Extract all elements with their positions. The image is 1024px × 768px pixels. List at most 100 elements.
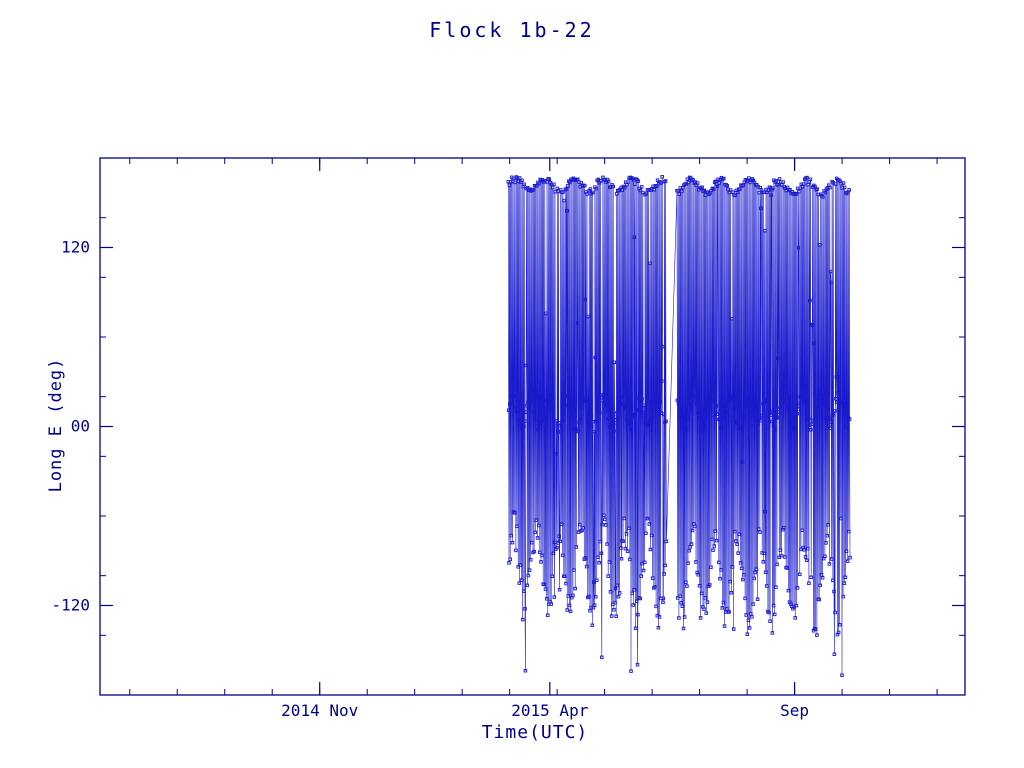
- data-point-marker: [825, 422, 829, 426]
- data-point-marker: [684, 426, 689, 431]
- data-point-marker: [660, 379, 664, 383]
- data-point-marker: [662, 572, 666, 576]
- data-point-marker: [709, 565, 713, 570]
- data-point-marker: [770, 631, 775, 635]
- data-point-marker: [577, 522, 582, 527]
- data-point-marker: [568, 609, 573, 614]
- data-point-marker: [654, 604, 658, 609]
- data-point-marker: [551, 551, 556, 556]
- data-point-marker: [626, 180, 630, 184]
- data-point-marker: [827, 562, 832, 566]
- data-point-marker: [845, 425, 850, 429]
- data-point-marker: [841, 181, 846, 185]
- data-point-marker: [609, 614, 614, 618]
- data-point-marker: [587, 594, 591, 599]
- data-point-marker: [624, 406, 628, 410]
- data-point-marker: [640, 397, 644, 401]
- data-point-marker: [744, 613, 748, 617]
- data-point-marker: [565, 184, 570, 188]
- data-point-marker: [714, 538, 719, 543]
- data-point-marker: [585, 192, 589, 196]
- data-point-marker: [703, 596, 707, 600]
- data-point-marker: [583, 556, 588, 560]
- data-point-marker: [657, 615, 662, 619]
- data-point-marker: [764, 584, 769, 588]
- data-point-marker: [675, 398, 680, 402]
- data-point-marker: [769, 413, 773, 417]
- data-point-marker: [536, 523, 541, 528]
- data-point-marker: [528, 392, 533, 396]
- data-point-marker: [788, 187, 792, 192]
- data-point-marker: [695, 181, 700, 185]
- data-point-marker: [847, 188, 851, 192]
- data-point-marker: [676, 401, 681, 406]
- data-point-marker: [661, 596, 666, 601]
- data-point-marker: [566, 394, 570, 398]
- data-point-marker: [828, 185, 832, 190]
- data-point-marker: [555, 545, 559, 550]
- data-point-marker: [546, 613, 550, 617]
- data-point-marker: [794, 419, 798, 423]
- data-point-marker: [678, 594, 682, 598]
- data-point-marker: [829, 557, 834, 561]
- data-point-marker: [547, 401, 552, 406]
- data-point-marker: [565, 209, 569, 213]
- data-point-marker: [563, 574, 567, 579]
- data-point-marker: [522, 182, 526, 187]
- data-point-marker: [766, 397, 771, 402]
- data-point-marker: [621, 539, 625, 543]
- data-point-marker: [832, 589, 836, 594]
- data-point-marker: [833, 409, 837, 413]
- data-point-marker: [573, 586, 577, 591]
- data-point-marker: [582, 183, 587, 188]
- data-point-marker: [681, 626, 686, 631]
- data-point-marker: [705, 414, 709, 419]
- data-point-marker: [523, 668, 528, 673]
- data-point-marker: [715, 184, 720, 189]
- data-point-marker: [828, 426, 832, 430]
- data-point-marker: [664, 419, 668, 424]
- data-point-marker: [600, 398, 604, 403]
- data-point-marker: [845, 559, 850, 563]
- data-point-marker: [844, 549, 849, 553]
- data-point-marker: [781, 180, 785, 184]
- data-point-marker: [834, 375, 839, 379]
- data-point-marker: [539, 560, 543, 564]
- data-point-marker: [681, 423, 685, 427]
- data-point-marker: [768, 619, 772, 623]
- data-point-marker: [550, 185, 555, 190]
- data-point-marker: [815, 187, 820, 191]
- data-point-marker: [751, 602, 755, 606]
- data-point-marker: [738, 561, 743, 565]
- data-point-marker: [775, 415, 780, 420]
- data-point-marker: [736, 551, 740, 555]
- data-point-marker: [779, 401, 783, 405]
- data-point-marker: [730, 317, 734, 321]
- data-point-marker: [586, 314, 590, 319]
- data-point-marker: [519, 422, 523, 426]
- data-point-marker: [590, 623, 595, 628]
- data-point-marker: [837, 388, 842, 393]
- data-point-marker: [817, 597, 821, 602]
- data-point-marker: [583, 297, 587, 302]
- data-point-marker: [595, 578, 599, 583]
- data-point-marker: [841, 594, 845, 599]
- data-point-marker: [617, 405, 622, 409]
- data-point-marker: [652, 188, 656, 192]
- data-point-marker: [730, 565, 735, 569]
- data-point-marker: [568, 180, 572, 185]
- data-point-marker: [581, 400, 585, 405]
- data-point-marker: [642, 414, 647, 418]
- data-point-marker: [530, 540, 534, 545]
- data-point-marker: [604, 523, 608, 527]
- data-point-marker: [531, 188, 536, 192]
- data-point-marker: [615, 410, 619, 415]
- data-point-marker: [817, 243, 822, 247]
- data-point-marker: [650, 576, 655, 580]
- data-point-marker: [818, 388, 822, 392]
- data-point-marker: [555, 186, 560, 191]
- data-point-marker: [623, 546, 628, 551]
- data-point-marker: [527, 568, 532, 572]
- data-point-marker: [739, 423, 744, 428]
- data-point-marker: [535, 184, 539, 188]
